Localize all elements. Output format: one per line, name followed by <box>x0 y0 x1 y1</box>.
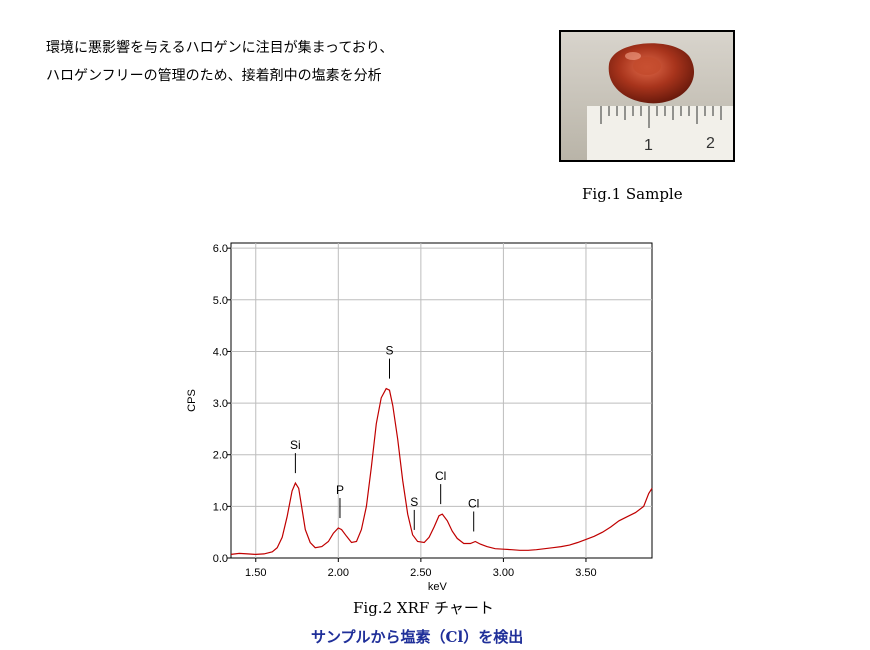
x-tick-label: 2.50 <box>410 567 431 579</box>
peak-label: P <box>336 483 344 497</box>
y-tick-label: 0.0 <box>213 553 228 565</box>
ruler-label-2: 2 <box>706 135 715 152</box>
x-tick-label: 1.50 <box>245 567 266 579</box>
peak-label: S <box>410 495 418 509</box>
peak-annotations: Si P S S Cl Cl <box>290 344 479 532</box>
grid-lines <box>231 243 652 558</box>
y-tick-label: 1.0 <box>213 501 228 513</box>
intro-line-2: ハロゲンフリーの管理のため、接着剤中の塩素を分析 <box>46 68 382 84</box>
ruler-label-1: 1 <box>644 137 653 154</box>
plot-frame <box>230 242 653 559</box>
x-axis-title: keV <box>428 581 448 593</box>
y-tick-label: 4.0 <box>213 346 228 358</box>
figure1-caption: Fig.1 Sample <box>582 185 683 203</box>
sample-photo-illustration: 1 2 <box>561 32 733 160</box>
sample-photo: 1 2 <box>559 30 735 162</box>
x-tick-label: 2.00 <box>328 567 349 579</box>
y-tick-label: 2.0 <box>213 450 228 462</box>
peak-label: S <box>385 344 393 358</box>
series-line <box>230 387 653 556</box>
y-axis-title: CPS <box>186 389 198 412</box>
intro-line-1: 環境に悪影響を与えるハロゲンに注目が集まっており、 <box>46 40 394 56</box>
ruler <box>587 106 733 160</box>
x-axis: 1.50 2.00 2.50 3.00 3.50 <box>245 558 597 579</box>
xrf-chart: 0.0 1.0 2.0 3.0 4.0 5.0 6.0 1.50 2.00 2.50 3.00 3.… <box>186 242 653 593</box>
x-tick-label: 3.00 <box>493 567 514 579</box>
figure2-caption: Fig.2 XRF チャート <box>353 599 494 617</box>
peak-label: Si <box>290 438 301 452</box>
y-tick-label: 3.0 <box>213 398 228 410</box>
x-tick-label: 3.50 <box>575 567 596 579</box>
y-tick-label: 6.0 <box>213 243 228 255</box>
y-axis: 0.0 1.0 2.0 3.0 4.0 5.0 6.0 <box>213 243 231 565</box>
y-tick-label: 5.0 <box>213 295 228 307</box>
result-text: サンプルから塩素（Cl）を検出 <box>311 628 524 646</box>
intro-text: 環境に悪影響を与えるハロゲンに注目が集まっており、 ハロゲンフリーの管理のため、… <box>46 34 393 90</box>
peak-label: Cl <box>468 496 479 510</box>
peak-label: Cl <box>435 469 446 483</box>
